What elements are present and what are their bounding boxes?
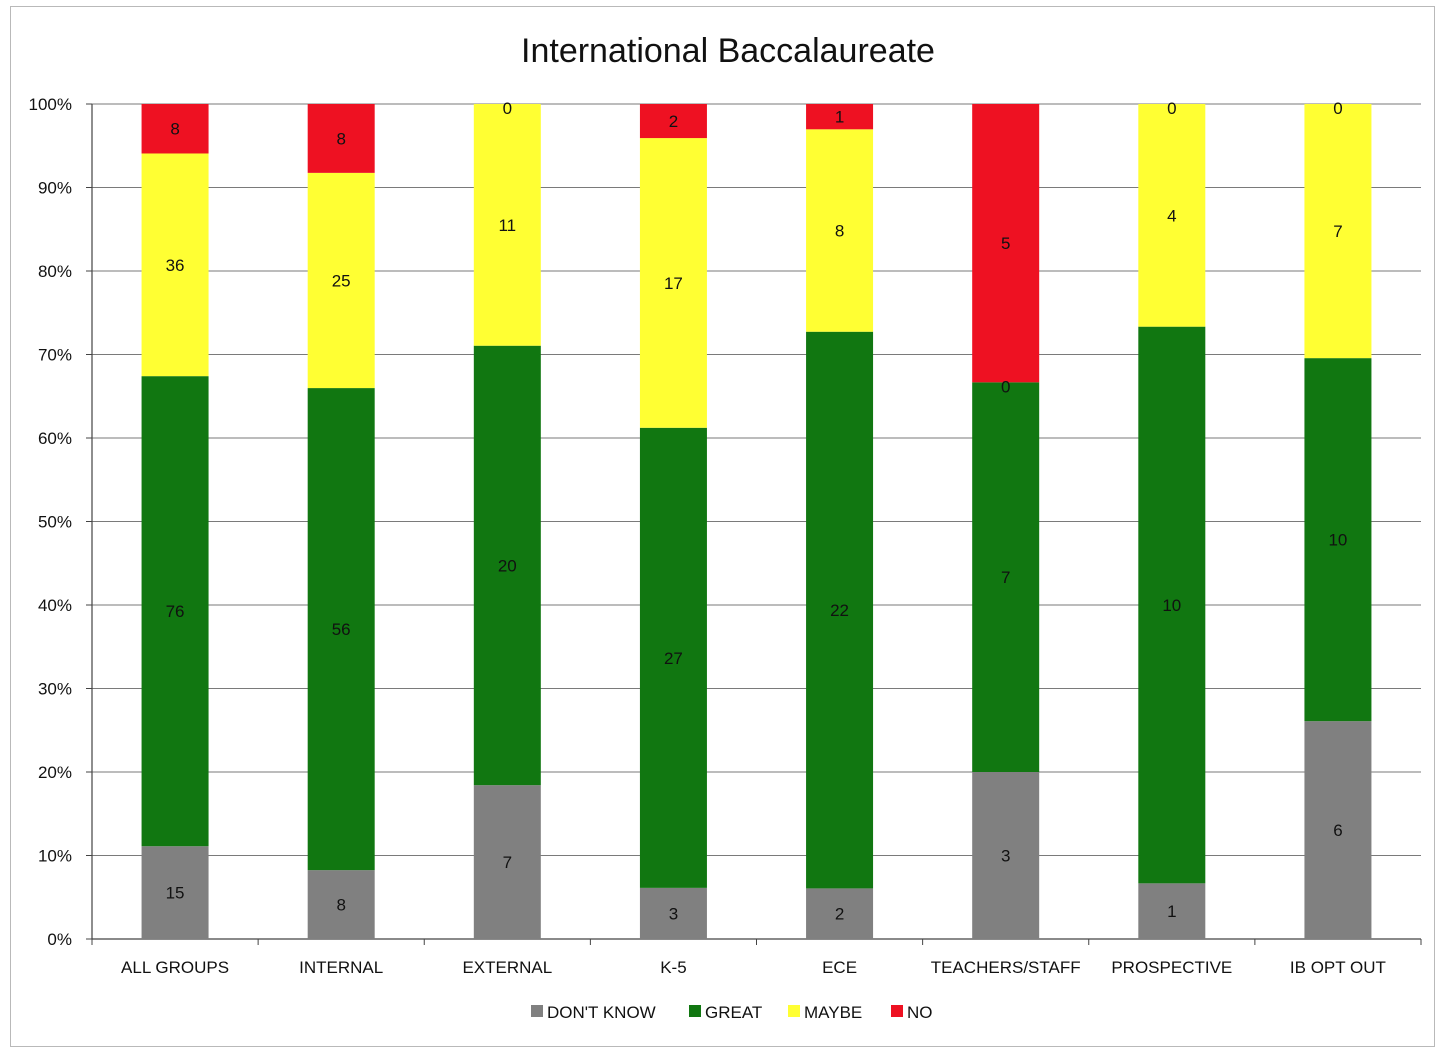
bar-segment (639, 887, 707, 939)
bar-segment (141, 846, 209, 939)
data-label: 8 (336, 129, 345, 148)
data-label: 10 (1328, 531, 1347, 550)
data-label: 5 (1001, 234, 1010, 253)
bar-segment (1138, 104, 1206, 327)
data-label: 0 (1167, 99, 1176, 118)
y-tick-label: 100% (29, 95, 72, 114)
x-tick-label: ALL GROUPS (121, 958, 229, 977)
bar-segment (473, 345, 541, 786)
y-tick-label: 50% (38, 513, 72, 532)
data-label: 27 (664, 649, 683, 668)
y-tick-label: 20% (38, 763, 72, 782)
bar-segment (473, 785, 541, 939)
bar-segment (1138, 326, 1206, 884)
bar-segment (972, 382, 1040, 772)
bar-segment (806, 888, 874, 939)
bar-segment (1304, 721, 1372, 939)
bar-segment (307, 104, 375, 173)
bars (141, 104, 1372, 939)
x-tick-label: TEACHERS/STAFF (931, 958, 1081, 977)
y-tick-label: 70% (38, 346, 72, 365)
bar-segment (307, 870, 375, 939)
data-label: 6 (1333, 821, 1342, 840)
data-label: 22 (830, 601, 849, 620)
bar-segment (1138, 883, 1206, 939)
bar-segment (639, 427, 707, 888)
y-tick-label: 10% (38, 847, 72, 866)
y-tick-label: 40% (38, 596, 72, 615)
legend-swatch (689, 1005, 701, 1017)
bar-segment (141, 104, 209, 154)
chart-title: International Baccalaureate (521, 32, 935, 70)
data-label: 17 (664, 274, 683, 293)
bar-segment (1304, 358, 1372, 722)
data-label: 8 (336, 896, 345, 915)
data-label: 20 (498, 556, 517, 575)
legend-label: NO (907, 1003, 933, 1022)
data-label: 8 (835, 222, 844, 241)
y-tick-label: 60% (38, 429, 72, 448)
x-tick-label: ECE (822, 958, 857, 977)
data-label: 2 (669, 112, 678, 131)
bar-segment (307, 388, 375, 871)
data-label: 2 (835, 905, 844, 924)
y-tick-labels: 0% 10% 20% 30% 40% 50% 60% 70% 80% 90% 100% (29, 95, 72, 949)
bar-segment (972, 104, 1040, 383)
data-label: 76 (166, 602, 185, 621)
data-label: 7 (503, 853, 512, 872)
data-label: 8 (170, 120, 179, 139)
bar-segment (639, 104, 707, 139)
x-tick-label: PROSPECTIVE (1111, 958, 1232, 977)
x-tick-label: EXTERNAL (462, 958, 552, 977)
data-label: 4 (1167, 206, 1176, 225)
legend: DON'T KNOW GREAT MAYBE NO (531, 1003, 933, 1022)
bar-segment (806, 331, 874, 889)
bar-segment (307, 172, 375, 389)
bar-segment (141, 376, 209, 847)
y-tick-label: 80% (38, 262, 72, 281)
gridlines (92, 103, 1421, 856)
bar-segment (473, 104, 541, 346)
x-tick-label: INTERNAL (299, 958, 383, 977)
bar-segment (806, 129, 874, 332)
data-label: 1 (835, 108, 844, 127)
legend-swatch (788, 1005, 800, 1017)
y-tick-label: 30% (38, 680, 72, 699)
data-label: 7 (1333, 222, 1342, 241)
legend-label: GREAT (705, 1003, 762, 1022)
bar-segment (1304, 104, 1372, 359)
legend-swatch (891, 1005, 903, 1017)
bar-segment (806, 104, 874, 130)
x-tick-label: K-5 (660, 958, 686, 977)
legend-label: MAYBE (804, 1003, 862, 1022)
y-tick-label: 90% (38, 179, 72, 198)
data-label: 1 (1167, 902, 1176, 921)
data-label: 36 (166, 256, 185, 275)
axes (86, 103, 1422, 945)
x-tick-labels: ALL GROUPS INTERNAL EXTERNAL K-5 ECE TEACHERS… (121, 958, 1386, 977)
data-label: 0 (503, 99, 512, 118)
bar-segment (972, 772, 1040, 939)
x-tick-label: IB OPT OUT (1290, 958, 1386, 977)
legend-swatch (531, 1005, 543, 1017)
bar-segment (639, 138, 707, 428)
data-label: 25 (332, 271, 351, 290)
data-label: 7 (1001, 568, 1010, 587)
data-label: 56 (332, 620, 351, 639)
data-label: 0 (1001, 377, 1010, 396)
bar-segment (141, 153, 209, 377)
data-label: 15 (166, 884, 185, 903)
legend-label: DON'T KNOW (547, 1003, 656, 1022)
data-label: 11 (498, 216, 516, 235)
data-label: 3 (669, 904, 678, 923)
data-label: 3 (1001, 847, 1010, 866)
data-labels: 1576368856258720110327172222813705110406… (166, 99, 1348, 924)
y-tick-label: 0% (47, 930, 72, 949)
data-label: 10 (1162, 596, 1181, 615)
data-label: 0 (1333, 99, 1342, 118)
